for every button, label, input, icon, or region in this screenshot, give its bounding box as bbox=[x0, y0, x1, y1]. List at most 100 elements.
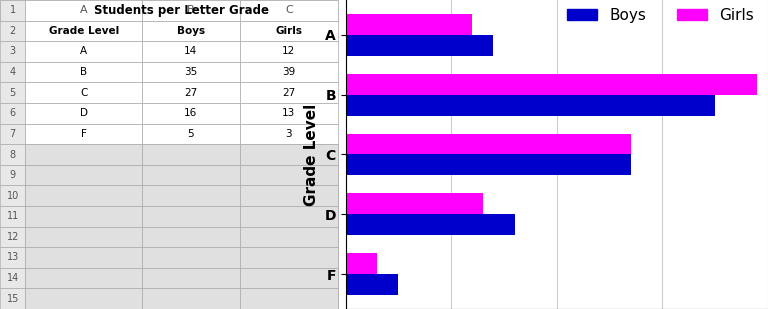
Bar bbox=[240, 185, 338, 206]
Bar bbox=[142, 0, 240, 21]
Bar bbox=[240, 268, 338, 288]
Bar bbox=[346, 14, 472, 35]
Bar bbox=[346, 253, 377, 274]
Text: Boys: Boys bbox=[177, 26, 205, 36]
Bar bbox=[142, 83, 240, 103]
Text: C: C bbox=[80, 88, 88, 98]
Bar bbox=[240, 165, 338, 185]
Text: Grade Level: Grade Level bbox=[48, 26, 119, 36]
Bar bbox=[25, 268, 142, 288]
Text: 15: 15 bbox=[6, 294, 19, 304]
Bar bbox=[142, 247, 240, 268]
Bar bbox=[346, 193, 483, 214]
Bar bbox=[142, 103, 240, 124]
Text: 11: 11 bbox=[7, 211, 18, 221]
Bar bbox=[25, 165, 142, 185]
Text: B: B bbox=[80, 67, 88, 77]
Bar bbox=[142, 185, 240, 206]
Bar bbox=[240, 226, 338, 247]
Bar bbox=[240, 288, 338, 309]
Text: 3: 3 bbox=[286, 129, 293, 139]
Bar bbox=[0, 288, 25, 309]
Bar bbox=[0, 62, 25, 83]
Bar bbox=[142, 247, 240, 268]
Text: B: B bbox=[187, 5, 195, 15]
Bar bbox=[240, 268, 338, 288]
Bar bbox=[0, 83, 25, 103]
Bar bbox=[240, 62, 338, 83]
Text: 8: 8 bbox=[10, 150, 15, 159]
Bar bbox=[240, 41, 338, 62]
Text: 1: 1 bbox=[10, 5, 15, 15]
Bar bbox=[25, 226, 142, 247]
Bar bbox=[240, 206, 338, 226]
Bar bbox=[346, 274, 399, 295]
Y-axis label: Grade Level: Grade Level bbox=[304, 104, 319, 205]
Text: 9: 9 bbox=[10, 170, 15, 180]
Text: 35: 35 bbox=[184, 67, 197, 77]
Text: A: A bbox=[80, 46, 88, 57]
Text: F: F bbox=[81, 129, 87, 139]
Bar bbox=[25, 185, 142, 206]
Bar bbox=[0, 124, 25, 144]
Bar bbox=[142, 144, 240, 165]
Bar bbox=[142, 206, 240, 226]
Bar bbox=[240, 0, 338, 21]
Text: 7: 7 bbox=[9, 129, 16, 139]
Bar bbox=[25, 124, 142, 144]
Text: C: C bbox=[285, 5, 293, 15]
Text: A: A bbox=[80, 5, 88, 15]
Bar bbox=[25, 21, 142, 41]
Bar bbox=[142, 268, 240, 288]
Bar bbox=[346, 35, 494, 56]
Bar bbox=[25, 226, 142, 247]
Text: 39: 39 bbox=[283, 67, 296, 77]
Bar bbox=[25, 185, 142, 206]
Bar bbox=[142, 0, 240, 21]
Bar bbox=[240, 247, 338, 268]
Bar bbox=[240, 226, 338, 247]
Bar bbox=[25, 144, 142, 165]
Text: 5: 5 bbox=[9, 88, 16, 98]
Text: Girls: Girls bbox=[276, 26, 303, 36]
Bar bbox=[142, 206, 240, 226]
Bar bbox=[0, 21, 25, 41]
Bar bbox=[240, 144, 338, 165]
Text: 6: 6 bbox=[10, 108, 15, 118]
Bar bbox=[25, 288, 142, 309]
Bar bbox=[346, 214, 515, 235]
Text: 4: 4 bbox=[10, 67, 15, 77]
Bar bbox=[142, 288, 240, 309]
Text: 13: 13 bbox=[283, 108, 296, 118]
Bar bbox=[240, 247, 338, 268]
Bar bbox=[25, 206, 142, 226]
Text: 2: 2 bbox=[9, 26, 16, 36]
Bar bbox=[240, 103, 338, 124]
Bar bbox=[346, 154, 631, 176]
Bar bbox=[240, 206, 338, 226]
Bar bbox=[25, 144, 142, 165]
Bar bbox=[142, 185, 240, 206]
Bar bbox=[240, 124, 338, 144]
Legend: Boys, Girls: Boys, Girls bbox=[561, 2, 760, 29]
Bar bbox=[240, 144, 338, 165]
Bar bbox=[25, 62, 142, 83]
Bar bbox=[142, 288, 240, 309]
Bar bbox=[142, 268, 240, 288]
Text: D: D bbox=[80, 108, 88, 118]
Bar bbox=[142, 124, 240, 144]
Bar bbox=[0, 165, 25, 185]
Bar bbox=[240, 0, 338, 21]
Text: 16: 16 bbox=[184, 108, 197, 118]
Bar bbox=[25, 0, 142, 21]
Bar bbox=[25, 206, 142, 226]
Text: 12: 12 bbox=[283, 46, 296, 57]
Bar bbox=[142, 41, 240, 62]
Bar bbox=[142, 21, 240, 41]
Bar bbox=[0, 206, 25, 226]
Bar bbox=[25, 83, 142, 103]
Bar bbox=[0, 0, 25, 21]
Bar bbox=[25, 165, 142, 185]
Text: 3: 3 bbox=[10, 46, 15, 57]
Bar bbox=[240, 288, 338, 309]
